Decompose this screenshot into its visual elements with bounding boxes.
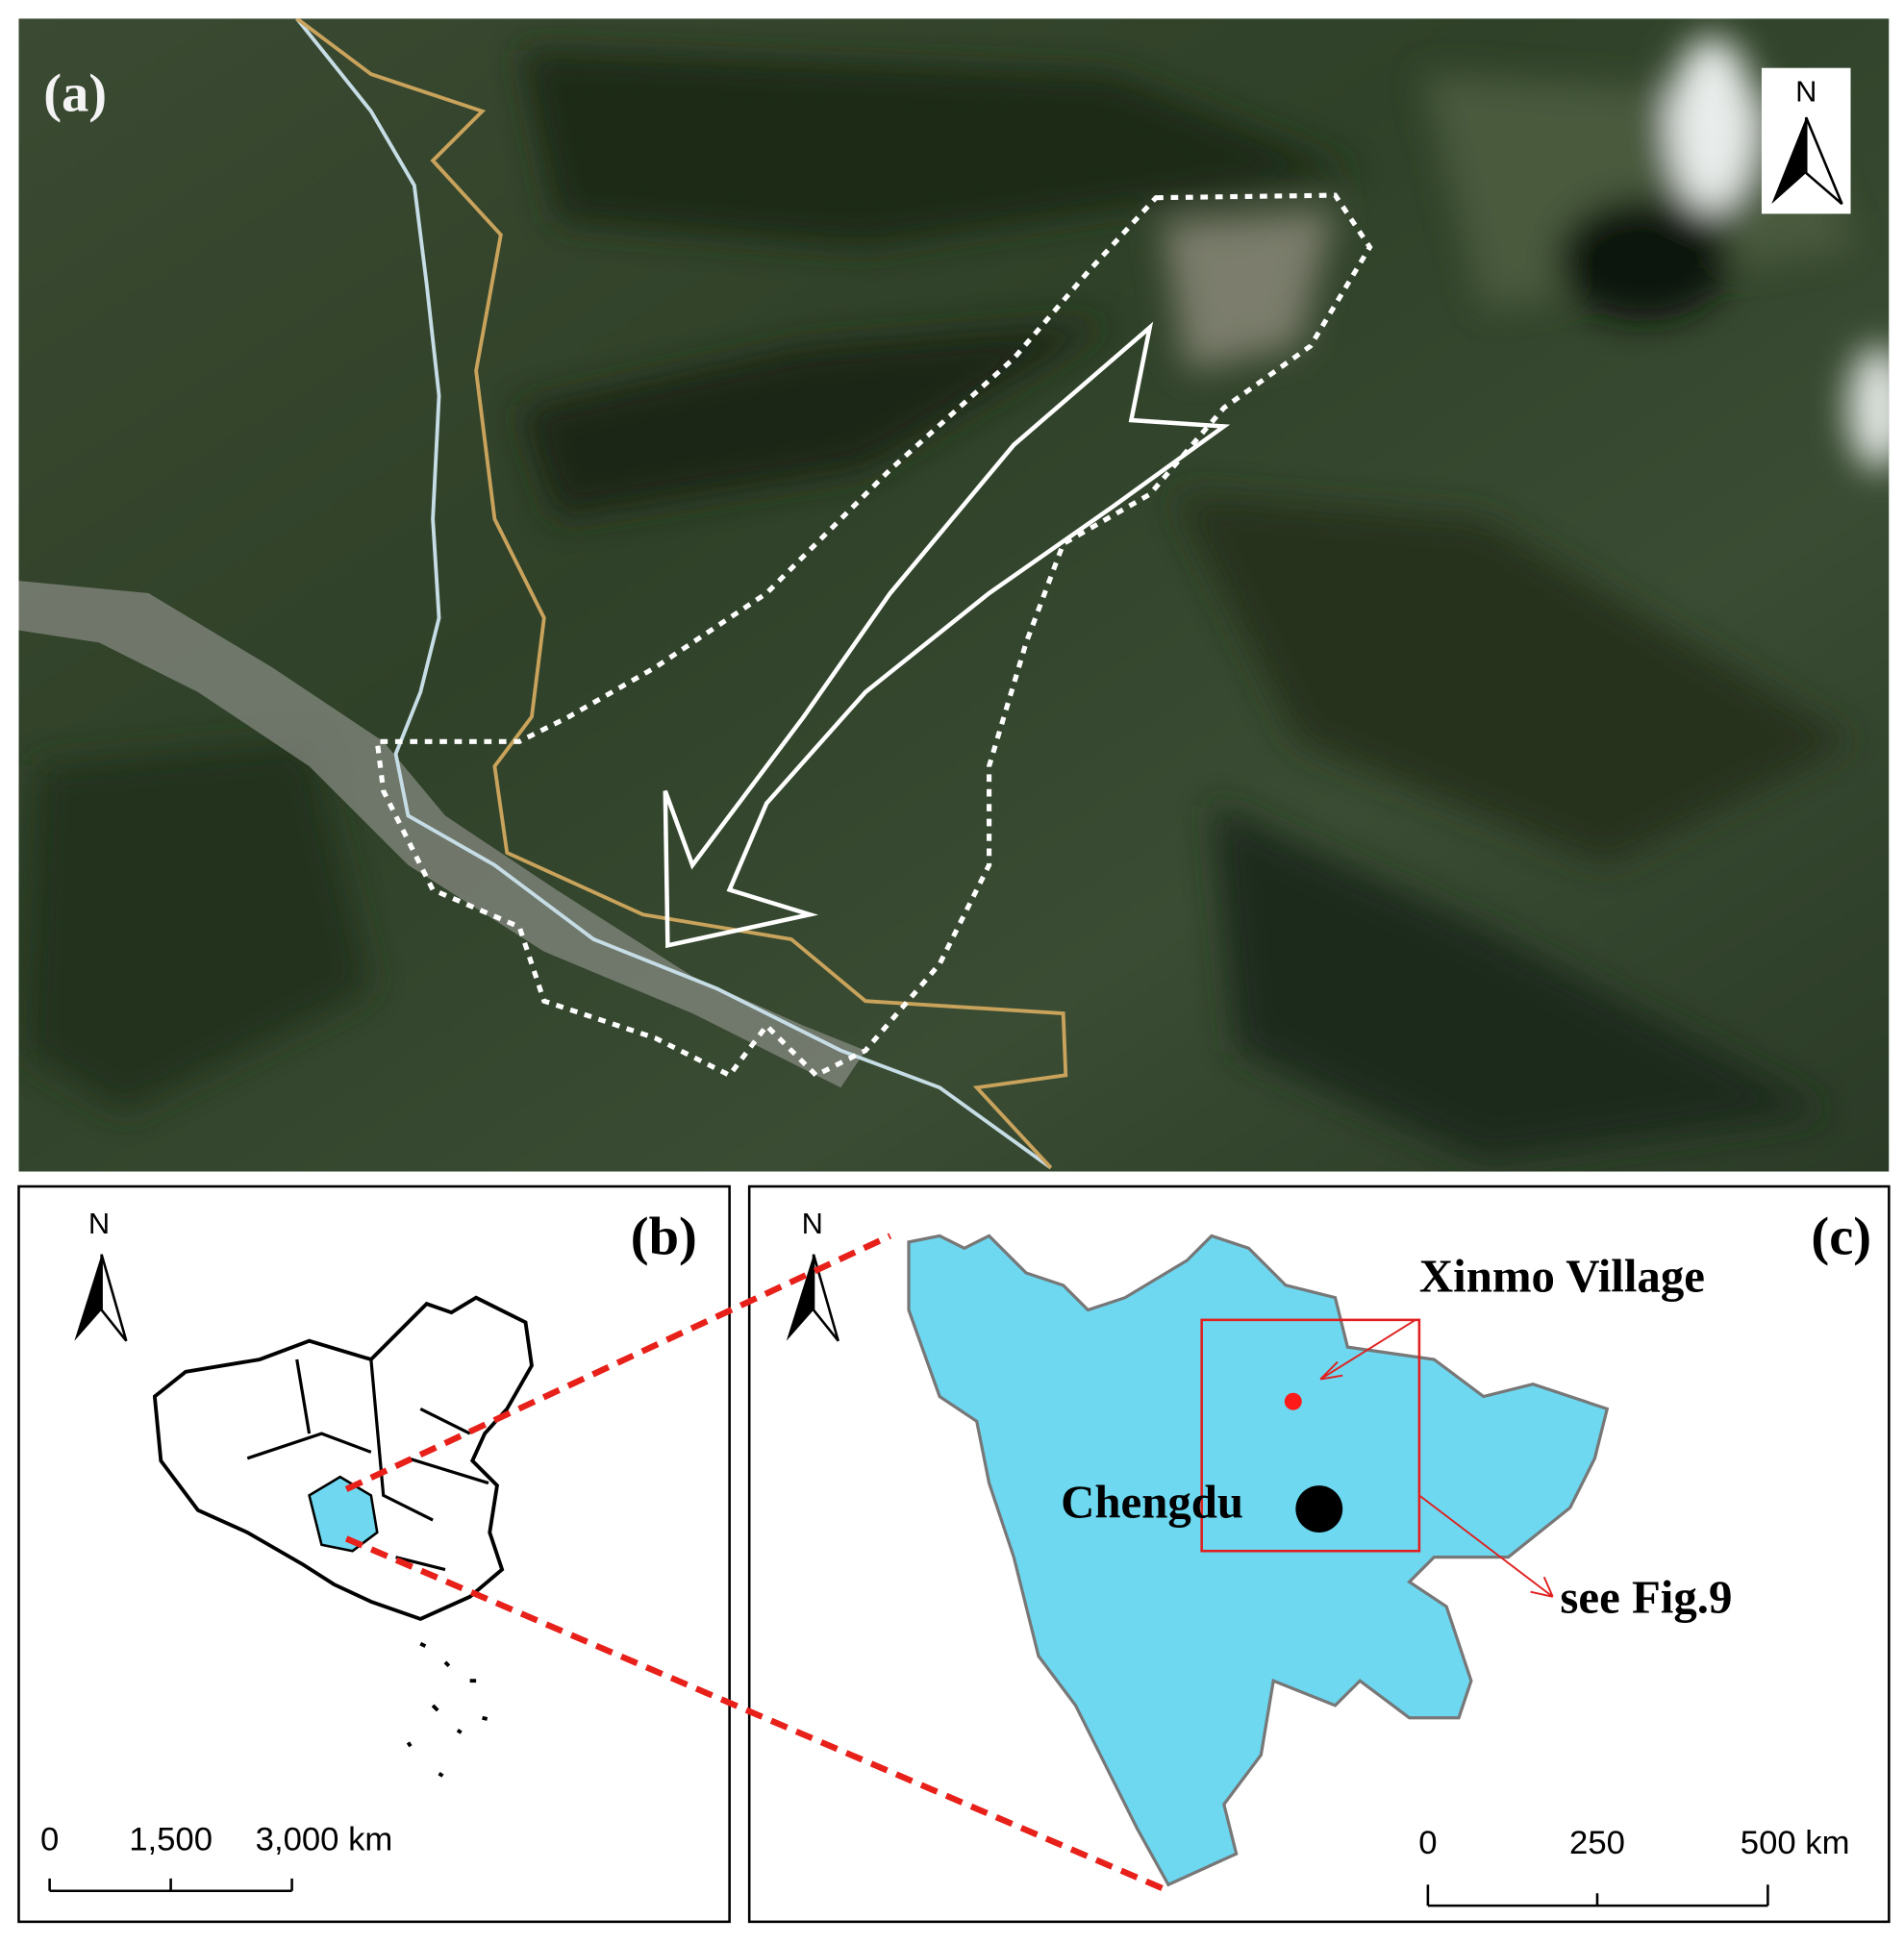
panel-label: (c) [1811, 1208, 1871, 1267]
xinmo-point [1284, 1392, 1302, 1410]
pointer-arrow [1418, 1494, 1554, 1598]
scar [1162, 210, 1336, 371]
province-borders [246, 1358, 489, 1572]
landslide-boundary [374, 192, 1373, 1079]
north-arrow [74, 1254, 102, 1341]
terrain-shading [24, 37, 1890, 1162]
ridge-shadow [1174, 494, 1855, 865]
panel-label: (b) [631, 1208, 697, 1267]
ridge-shadow [519, 321, 1114, 519]
chengdu-point [1295, 1485, 1343, 1533]
ridge-shadow [1211, 803, 1830, 1162]
north-arrow [1771, 117, 1807, 205]
scale-label: 500 km [1741, 1825, 1850, 1861]
north-label: N [802, 1207, 823, 1240]
north-arrow [786, 1254, 814, 1341]
cloud-shadow [1557, 197, 1731, 322]
islands [406, 1641, 489, 1778]
sichuan [907, 1234, 1610, 1887]
scale-line [1426, 1884, 1769, 1907]
scale-label: 0 [40, 1821, 59, 1857]
ridge-shadow [519, 49, 1361, 248]
north-arrow [812, 1254, 839, 1342]
scale-label: 3,000 km [256, 1821, 393, 1857]
scale-label: 0 [1418, 1825, 1437, 1861]
place-label: Chengdu [1061, 1476, 1243, 1529]
north-arrow [1804, 116, 1843, 206]
china-outline [152, 1295, 534, 1622]
scale-bar: 0 1,500 3,000 km [40, 1821, 393, 1893]
ridge-shadow [24, 741, 371, 1112]
scale-line [48, 1878, 293, 1893]
river [295, 18, 1052, 1170]
scale-label: 250 [1569, 1825, 1625, 1861]
cloud [1668, 37, 1756, 211]
scale-bar: 0 250 500 km [1418, 1825, 1850, 1907]
road [295, 18, 1068, 1170]
cloud [1847, 345, 1890, 470]
pointer-arrow [1319, 1319, 1416, 1381]
sichuan [308, 1475, 379, 1553]
zoom-connector [344, 1233, 1170, 1894]
movement-arrow [663, 321, 1231, 949]
satellite-panel [18, 18, 1890, 1172]
study-area-box [1200, 1318, 1421, 1553]
north-arrow [100, 1254, 128, 1342]
scale-label: 1,500 [129, 1821, 213, 1857]
north-label: N [1795, 74, 1816, 108]
place-label: Xinmo Village [1419, 1249, 1705, 1302]
note-label: see Fig.9 [1560, 1571, 1732, 1624]
panel-label: (a) [43, 64, 107, 124]
north-label: N [88, 1207, 110, 1240]
